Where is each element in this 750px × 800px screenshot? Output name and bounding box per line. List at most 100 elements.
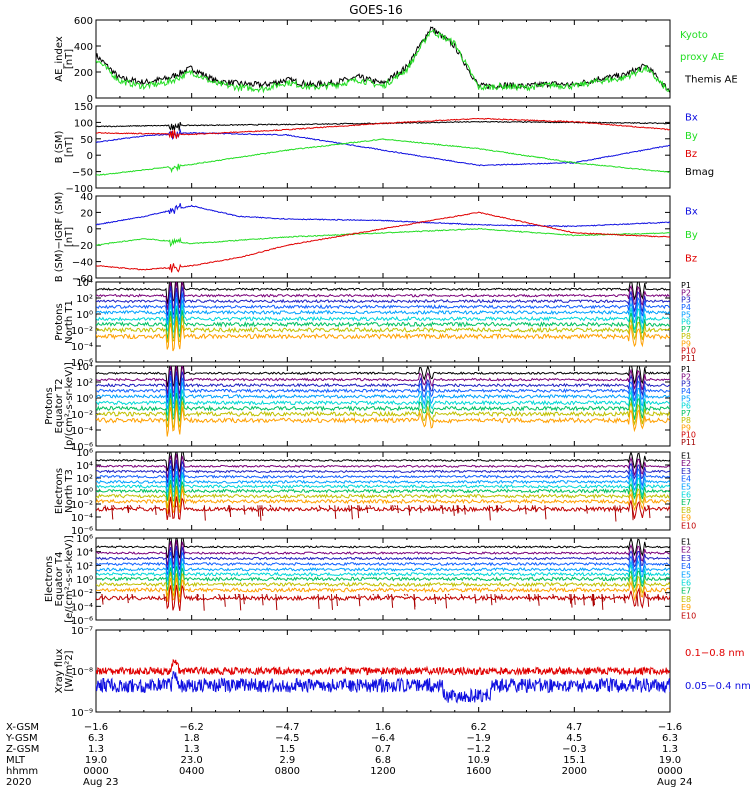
legend-entry: P9	[681, 423, 691, 432]
legend-entry: P2	[681, 288, 691, 297]
y-axis-label: [nT]	[64, 227, 75, 247]
e10-dropout	[647, 505, 650, 509]
y-axis-label: North T3	[64, 469, 75, 513]
e10-dropout	[242, 593, 245, 605]
legend-entry: E6	[681, 490, 691, 499]
legend-entry: E3	[681, 467, 691, 476]
y-tick-label: 10⁻⁹	[71, 708, 93, 719]
e10-dropout	[366, 505, 369, 513]
y-tick-label: 0	[87, 94, 93, 105]
e10-dropout	[500, 505, 503, 509]
channel-line-p9	[96, 320, 670, 352]
panel-frame	[95, 195, 671, 279]
ephemeris-value: 2000	[562, 766, 587, 777]
legend-entry: P5	[681, 310, 691, 319]
y-tick-label: 10⁰	[76, 310, 93, 321]
ephemeris-value: −6.4	[371, 733, 395, 744]
e10-dropout	[534, 505, 537, 513]
channel-line-p3	[96, 371, 670, 400]
y-tick-label: −20	[72, 241, 93, 252]
e10-dropout	[358, 505, 361, 511]
e10-dropout	[239, 594, 242, 611]
series-line-Bz	[96, 211, 670, 273]
legend-entry: E2	[681, 459, 691, 468]
y-axis-label: [e/(cm²-s-sr-keV)]	[64, 535, 75, 623]
series-line-By	[96, 227, 670, 248]
legend-entry: Bx	[685, 113, 698, 124]
e10-dropout	[154, 505, 157, 515]
y-tick-label: 0	[87, 225, 93, 236]
e10-dropout	[447, 593, 450, 596]
panel-p2: 10⁴ 10² 10⁰ 10⁻² 10⁻⁴ 10⁻⁶ Protons Equator T2 [p…	[44, 362, 696, 453]
e10-dropout	[202, 594, 205, 611]
legend-entry: Bmag	[685, 167, 714, 178]
series-line-xray-blue	[96, 671, 670, 704]
panel-plot-area	[96, 452, 670, 522]
y-axis-label: Equator T2	[54, 379, 65, 434]
ephemeris-value: 4.5	[566, 733, 582, 744]
ephemeris-value: 6.3	[662, 733, 678, 744]
legend-entry: P9	[681, 339, 691, 348]
legend-entry: P5	[681, 394, 691, 403]
e10-dropout	[269, 505, 272, 508]
channel-line-e4	[96, 550, 670, 577]
e10-dropout	[524, 505, 527, 515]
figure-title: GOES-16	[349, 3, 403, 17]
channel-line-e5	[96, 556, 670, 582]
e10-dropout	[328, 505, 331, 510]
channel-line-e4	[96, 464, 670, 490]
e10-dropout	[495, 505, 498, 513]
panel-ae: 600 400 200 0 AE_index [nT] Kyoto proxy AE Themi…	[54, 16, 738, 105]
e10-dropout	[406, 593, 409, 597]
y-axis-label: Xray flux	[54, 649, 65, 694]
legend-entry: E9	[681, 514, 691, 523]
ephemeris-value: 6.3	[88, 733, 104, 744]
y-tick-label: 10⁻⁶	[71, 616, 93, 627]
e10-dropout	[517, 504, 520, 507]
e10-dropout	[445, 593, 448, 609]
e10-dropout	[601, 594, 604, 610]
panel-xr: 10⁻⁷ 10⁻⁸ 10⁻⁹ Xray flux [W/m²2] 0.1−0.8 nm 0.…	[54, 626, 750, 719]
channel-line-p8	[96, 315, 670, 343]
channel-line-e7	[96, 478, 670, 503]
legend-entry: P7	[681, 409, 691, 418]
legend-entry: By	[685, 131, 698, 142]
e10-dropout	[394, 505, 397, 508]
e10-dropout	[569, 593, 572, 604]
y-tick-label: 10⁻²	[71, 410, 93, 421]
y-tick-label: 40	[80, 192, 93, 203]
y-axis-label: North T1	[64, 300, 75, 344]
y-tick-label: 10²	[76, 474, 93, 485]
y-tick-label: 10⁴	[76, 461, 93, 472]
y-tick-label: 10⁻⁶	[71, 526, 93, 537]
e10-dropout	[259, 505, 262, 521]
e10-dropout	[358, 593, 361, 607]
channel-line-p3	[96, 286, 670, 317]
channel-line-e9	[96, 488, 670, 515]
ephemeris-row-label: 2020	[6, 777, 31, 788]
ephemeris-value: 0000	[657, 766, 682, 777]
y-tick-label: 100	[74, 118, 93, 129]
channel-line-p5	[96, 297, 670, 327]
e10-dropout	[390, 505, 393, 512]
e10-dropout	[243, 505, 246, 515]
panel-plot-area	[96, 366, 670, 437]
e10-dropout	[456, 505, 459, 514]
y-axis-label: [nT]	[64, 49, 75, 69]
e10-dropout	[669, 505, 670, 516]
legend-entry: E1	[681, 537, 691, 546]
legend-entry: P4	[681, 387, 691, 396]
legend-entry: E10	[681, 522, 696, 531]
legend-entry: P3	[681, 296, 691, 305]
e10-dropout	[593, 593, 596, 606]
e10-dropout	[234, 593, 237, 600]
panel-b: 150 100 50 0 −50 −100 B (SM) [nT] Bx By Bz Bmag	[54, 102, 714, 195]
y-tick-label: 10²	[76, 561, 93, 572]
e10-dropout	[266, 593, 269, 600]
legend-entry: Themis AE	[684, 74, 738, 85]
e10-dropout	[537, 593, 540, 606]
y-tick-label: 10⁻⁶	[71, 358, 93, 369]
ephemeris-value: 19.0	[85, 755, 107, 766]
e10-dropout	[126, 593, 129, 604]
e10-dropout	[434, 593, 437, 605]
